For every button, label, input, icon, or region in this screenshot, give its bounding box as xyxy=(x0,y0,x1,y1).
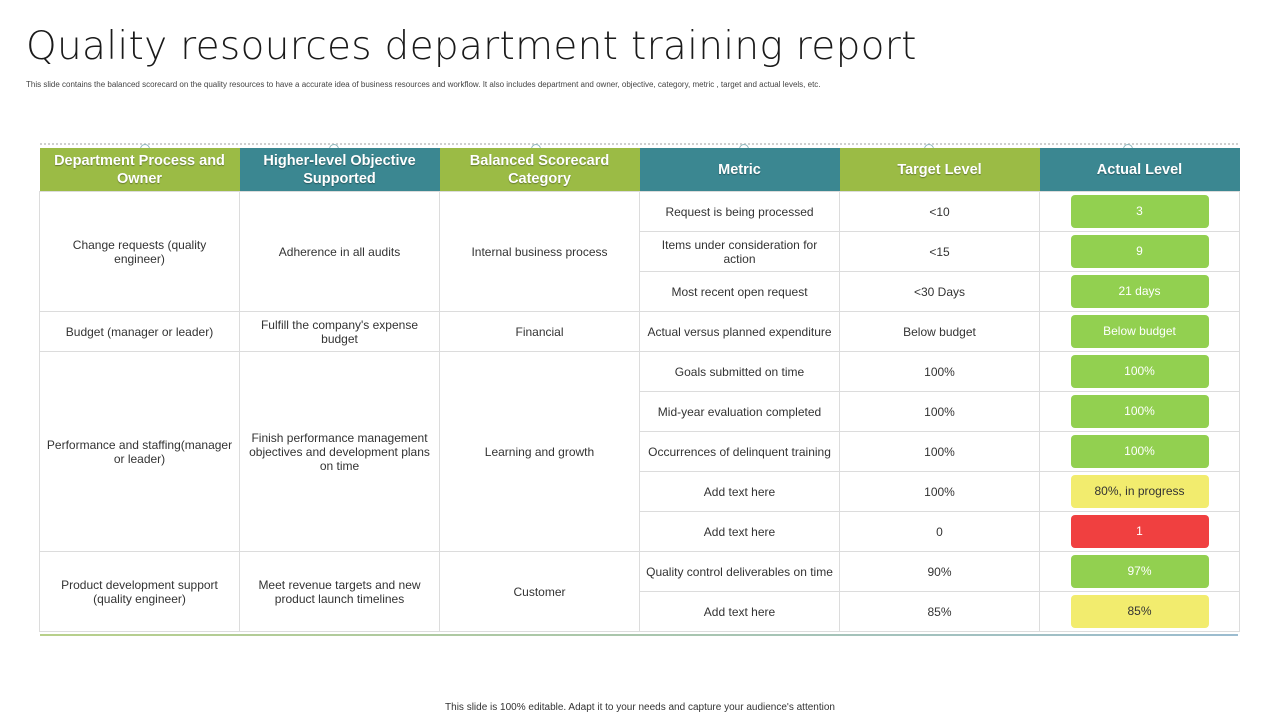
cell-actual-level: 85% xyxy=(1039,591,1240,632)
scorecard-table: Department Process and Owner Higher-leve… xyxy=(39,148,1240,632)
cell-category: Internal business process xyxy=(439,191,640,312)
cell-objective: Meet revenue targets and new product lau… xyxy=(239,551,440,632)
header-actual-level: Actual Level xyxy=(1039,148,1240,192)
cell-department-owner: Budget (manager or leader) xyxy=(39,311,240,352)
table-row: Mid-year evaluation completed 100% 100% xyxy=(40,391,1240,432)
table-row: Add text here 85% 85% xyxy=(40,591,1240,632)
header-category: Balanced Scorecard Category xyxy=(439,148,640,192)
table-row: Budget (manager or leader) Fulfill the co… xyxy=(39,311,1240,352)
cell-metric: Goals submitted on time xyxy=(639,351,840,392)
header-department-owner: Department Process and Owner xyxy=(39,148,240,192)
status-badge-green: 100% xyxy=(1070,435,1209,468)
table-body: Change requests (quality engineer) Adhere… xyxy=(39,191,1240,632)
table-bottom-line xyxy=(40,634,1238,636)
table-row: Occurrences of delinquent training 100% 10… xyxy=(40,431,1240,472)
cell-target-level: 85% xyxy=(839,591,1040,632)
cell-metric: Request is being processed xyxy=(639,191,840,232)
cell-actual-level: 100% xyxy=(1039,391,1240,432)
cell-target-level: 100% xyxy=(839,471,1040,512)
cell-target-level: <15 xyxy=(839,231,1040,272)
footer-note: This slide is 100% editable. Adapt it to… xyxy=(445,702,835,713)
cell-department-owner: Performance and staffing(manager or lead… xyxy=(39,351,240,552)
cell-category: Financial xyxy=(439,311,640,352)
cell-objective: Fulfill the company's expense budget xyxy=(239,311,440,352)
cell-category: Customer xyxy=(439,551,640,632)
cell-objective: Finish performance management objectives… xyxy=(239,351,440,552)
cell-target-level: <30 Days xyxy=(839,271,1040,312)
cell-metric: Add text here xyxy=(639,471,840,512)
status-badge-green: 3 xyxy=(1070,195,1209,228)
cell-target-level: 100% xyxy=(839,351,1040,392)
status-badge-green: 97% xyxy=(1070,555,1209,588)
cell-target-level: Below budget xyxy=(839,311,1040,352)
cell-objective: Adherence in all audits xyxy=(239,191,440,312)
cell-actual-level: 3 xyxy=(1039,191,1240,232)
status-badge-green: 9 xyxy=(1070,235,1209,268)
cell-department-owner: Change requests (quality engineer) xyxy=(39,191,240,312)
table-row: Add text here 100% 80%, in progress xyxy=(40,471,1240,512)
cell-target-level: 100% xyxy=(839,431,1040,472)
table-row: Performance and staffing(manager or lead… xyxy=(39,351,1240,552)
cell-actual-level: 80%, in progress xyxy=(1039,471,1240,512)
cell-metric: Items under consideration for action xyxy=(639,231,840,272)
page-subtitle: This slide contains the balanced scoreca… xyxy=(26,80,821,89)
table-row: Change requests (quality engineer) Adhere… xyxy=(39,191,1240,312)
cell-target-level: <10 xyxy=(839,191,1040,232)
cell-target-level: 0 xyxy=(839,511,1040,552)
cell-actual-level: 1 xyxy=(1039,511,1240,552)
cell-category: Learning and growth xyxy=(439,351,640,552)
cell-metric: Add text here xyxy=(639,591,840,632)
header-dotted-line xyxy=(40,143,1238,145)
header-target-level: Target Level xyxy=(839,148,1040,192)
status-badge-green: 100% xyxy=(1070,395,1209,428)
table-row: Items under consideration for action <15 9 xyxy=(40,231,1240,272)
cell-actual-level: 100% xyxy=(1039,351,1240,392)
cell-metric: Most recent open request xyxy=(639,271,840,312)
cell-actual-level: Below budget xyxy=(1039,311,1240,352)
header-objective: Higher-level Objective Supported xyxy=(239,148,440,192)
table-header-row: Department Process and Owner Higher-leve… xyxy=(39,148,1240,192)
page-title: Quality resources department training re… xyxy=(26,24,917,69)
table-row: Add text here 0 1 xyxy=(40,511,1240,552)
cell-department-owner: Product development support (quality eng… xyxy=(39,551,240,632)
status-badge-green: Below budget xyxy=(1070,315,1209,348)
status-badge-green: 21 days xyxy=(1070,275,1209,308)
cell-metric: Occurrences of delinquent training xyxy=(639,431,840,472)
status-badge-yellow: 85% xyxy=(1070,595,1209,628)
status-badge-green: 100% xyxy=(1070,355,1209,388)
cell-metric: Add text here xyxy=(639,511,840,552)
cell-actual-level: 9 xyxy=(1039,231,1240,272)
header-metric: Metric xyxy=(639,148,840,192)
cell-metric: Mid-year evaluation completed xyxy=(639,391,840,432)
cell-target-level: 90% xyxy=(839,551,1040,592)
status-badge-yellow: 80%, in progress xyxy=(1070,475,1209,508)
cell-actual-level: 21 days xyxy=(1039,271,1240,312)
table-row: Most recent open request <30 Days 21 days xyxy=(40,271,1240,312)
cell-metric: Quality control deliverables on time xyxy=(639,551,840,592)
cell-actual-level: 100% xyxy=(1039,431,1240,472)
cell-target-level: 100% xyxy=(839,391,1040,432)
cell-actual-level: 97% xyxy=(1039,551,1240,592)
table-row: Product development support (quality eng… xyxy=(39,551,1240,632)
cell-metric: Actual versus planned expenditure xyxy=(639,311,840,352)
status-badge-red: 1 xyxy=(1070,515,1209,548)
